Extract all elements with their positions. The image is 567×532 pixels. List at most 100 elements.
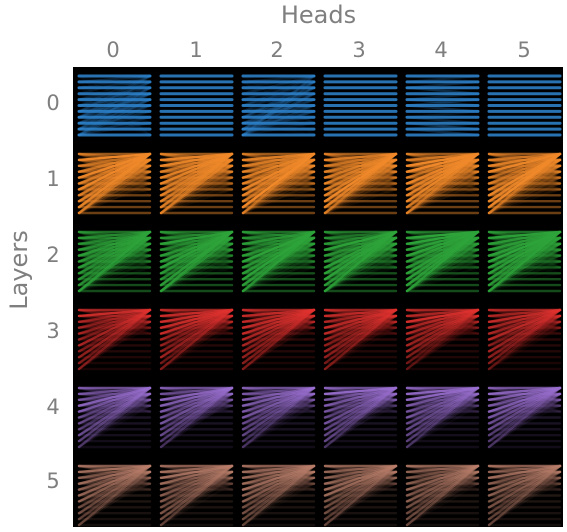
attention-line (241, 392, 316, 431)
attention-line (77, 470, 152, 485)
attention-line (405, 398, 480, 431)
attention-line (241, 242, 316, 287)
attention-line (77, 260, 152, 293)
attention-line (405, 476, 480, 485)
attention-line (405, 386, 480, 437)
attention-line (487, 398, 562, 431)
attention-line (77, 482, 152, 491)
attention-line (159, 476, 234, 497)
attention-line (241, 386, 316, 449)
attention-line (405, 404, 480, 437)
attention-line (77, 86, 152, 107)
attention-line (405, 404, 480, 413)
attention-line (487, 254, 562, 293)
head-tick-3: 3 (352, 38, 366, 62)
attention-line (323, 260, 398, 293)
attention-line (77, 92, 152, 131)
attention-line (487, 326, 562, 353)
attention-line (405, 392, 480, 407)
attention-line (241, 326, 316, 341)
attention-line (159, 164, 234, 215)
attention-line (77, 392, 152, 419)
attention-line (323, 326, 398, 335)
attention-line (159, 392, 234, 443)
attention-line (77, 80, 152, 113)
attention-line (323, 476, 398, 497)
attention-line (77, 326, 152, 335)
attention-line (159, 386, 234, 443)
attention-line (323, 266, 398, 293)
attention-line (323, 392, 398, 443)
attention-line (323, 308, 398, 365)
attention-line (323, 398, 398, 425)
attention-line (241, 80, 316, 107)
attention-grid-canvas (77, 74, 562, 527)
layer-tick-4: 4 (46, 395, 60, 419)
attention-cell-layer-5-head-0 (77, 464, 152, 527)
attention-line (323, 470, 398, 503)
attention-line (241, 158, 316, 215)
attention-line (323, 470, 398, 515)
attention-line (77, 464, 152, 527)
attention-line (77, 92, 152, 107)
attention-line (487, 470, 562, 521)
attention-line (323, 170, 398, 209)
attention-line (323, 470, 398, 509)
attention-line (159, 320, 234, 341)
head-tick-5: 5 (517, 38, 531, 62)
attention-line (487, 464, 562, 509)
attention-line (487, 476, 562, 491)
attention-line (159, 314, 234, 371)
attention-line (77, 104, 152, 125)
attention-line (77, 326, 152, 353)
attention-line (77, 104, 152, 137)
attention-line (323, 464, 398, 527)
attention-line (405, 470, 480, 491)
attention-line (241, 398, 316, 431)
attention-line (405, 314, 480, 353)
attention-cell-layer-4-head-3 (323, 386, 398, 449)
attention-line (405, 326, 480, 359)
attention-line (77, 464, 152, 503)
attention-line (241, 482, 316, 509)
attention-line (241, 86, 316, 107)
attention-line (77, 482, 152, 491)
attention-line (77, 314, 152, 324)
attention-cell-layer-0-head-2 (241, 74, 316, 137)
attention-cell-layer-0-head-0 (77, 74, 152, 137)
attention-line (405, 482, 480, 491)
attention-line (405, 170, 480, 203)
attention-line (159, 320, 234, 359)
attention-line (405, 470, 480, 503)
attention-line (241, 80, 316, 137)
attention-line (323, 176, 398, 215)
attention-line (77, 470, 152, 485)
attention-cell-layer-0-head-4 (405, 74, 480, 137)
attention-line (405, 398, 480, 419)
attention-line (323, 398, 398, 449)
attention-line (323, 320, 398, 329)
attention-line (487, 482, 562, 503)
attention-line (77, 320, 152, 371)
attention-line (323, 320, 398, 341)
attention-line (241, 308, 316, 359)
attention-line (77, 476, 152, 497)
attention-line (159, 386, 234, 437)
attention-line (77, 386, 152, 419)
layers-axis-title: Layers (5, 230, 33, 310)
attention-line (405, 392, 480, 425)
attention-line (241, 464, 316, 521)
attention-line (323, 470, 398, 521)
attention-line (405, 230, 480, 293)
attention-line (77, 86, 152, 125)
attention-line (241, 482, 316, 503)
attention-cell-layer-5-head-5 (487, 464, 562, 527)
attention-line (77, 470, 152, 509)
attention-line (241, 404, 316, 431)
attention-line (405, 476, 480, 503)
attention-line (159, 392, 234, 449)
attention-line (405, 308, 480, 371)
attention-cell-layer-5-head-2 (241, 464, 316, 527)
attention-line (405, 320, 480, 347)
attention-line (241, 464, 316, 509)
